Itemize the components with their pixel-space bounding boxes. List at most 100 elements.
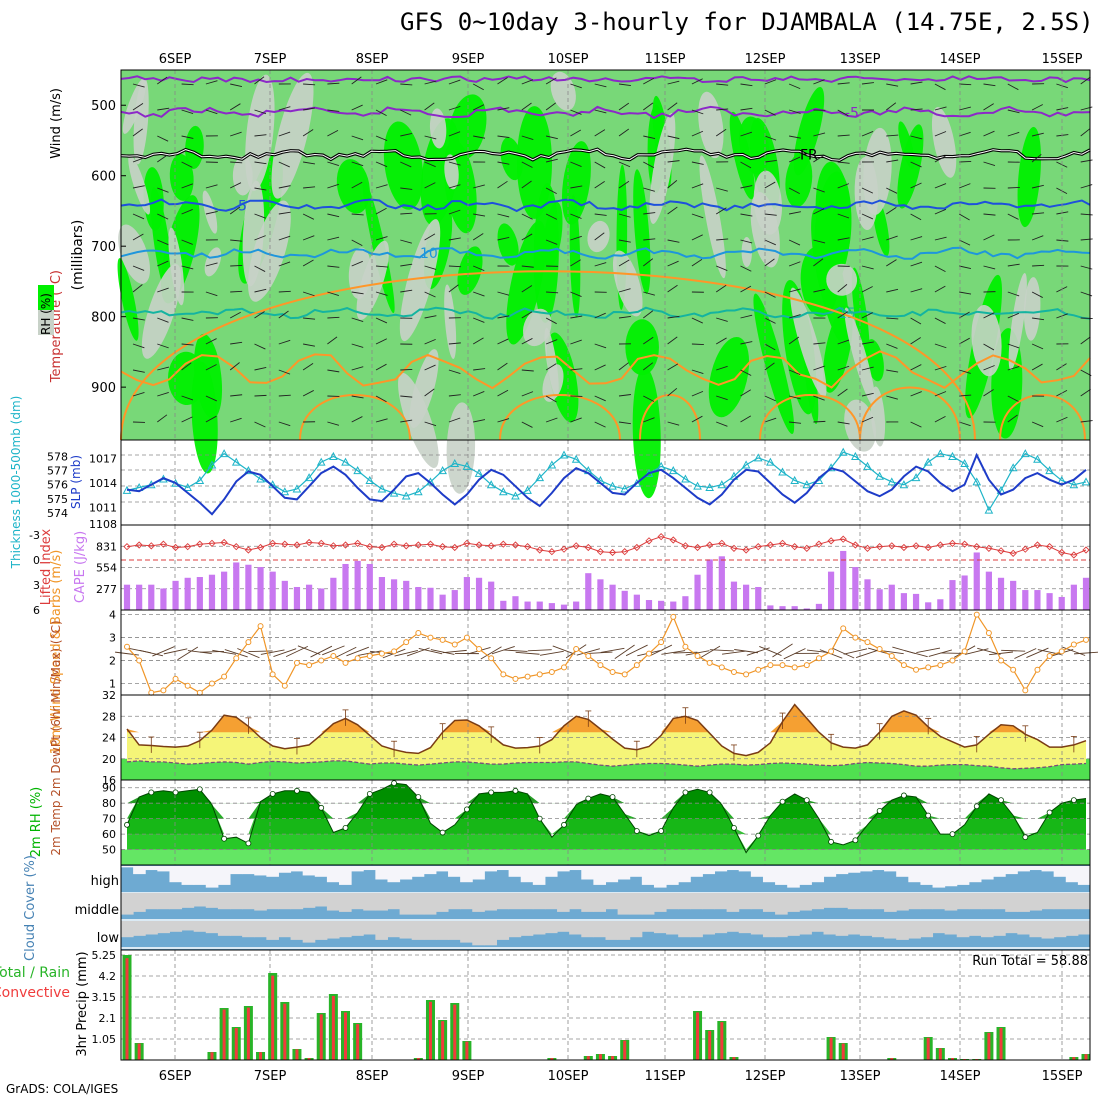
cloud-low-cell xyxy=(121,921,134,938)
cape-bar xyxy=(694,574,701,610)
temp-tick-label: 32 xyxy=(102,689,116,702)
thickness-point xyxy=(1020,449,1030,458)
precip-convective-bar xyxy=(1084,1054,1088,1060)
cloud-high-cell xyxy=(363,866,376,871)
wind-speed-point xyxy=(573,646,580,653)
rh-point xyxy=(779,798,786,805)
wind-barb xyxy=(667,363,679,371)
lifted-index-point xyxy=(730,544,738,552)
cloud-low-cell xyxy=(145,921,158,935)
rh-point xyxy=(536,815,543,822)
wind-barb xyxy=(813,208,825,215)
thickness-point xyxy=(608,481,617,490)
cloud-low-cell xyxy=(1041,921,1055,939)
wind-speed-point xyxy=(415,629,422,636)
wind-barb xyxy=(1080,317,1093,319)
wind-barb xyxy=(643,258,654,267)
rh-point xyxy=(318,804,325,811)
cloud-middle-cell xyxy=(399,893,413,915)
lifted-index-point xyxy=(621,548,629,556)
cloud-high-cell xyxy=(520,866,534,883)
wind-barb xyxy=(958,337,970,345)
wind-barb xyxy=(539,650,564,656)
isotherm-line xyxy=(120,246,1091,260)
wind-barb xyxy=(278,421,291,427)
wind-barb xyxy=(472,337,484,345)
cloud-middle-cell xyxy=(811,893,825,910)
lifted-index-point xyxy=(681,542,690,550)
cloud-middle-cell xyxy=(181,893,195,908)
wind-barb xyxy=(594,421,606,428)
wind-barb xyxy=(886,102,897,111)
wind-barb xyxy=(302,129,314,137)
wind-barb xyxy=(254,134,267,137)
wind-barb xyxy=(910,108,923,111)
wind-barb xyxy=(424,291,436,298)
date-label-top: 8SEP xyxy=(356,52,389,67)
cloud-low-cell xyxy=(242,921,255,938)
wind-barb xyxy=(181,183,193,189)
cloud-high-cell xyxy=(435,866,449,872)
wind-barb xyxy=(545,213,558,220)
wind-barb xyxy=(351,161,364,167)
wind-barb xyxy=(472,83,484,91)
wind-speed-point xyxy=(451,641,458,648)
wind-barb xyxy=(1031,363,1043,371)
wind-barb xyxy=(545,135,558,140)
cloud-low-cell xyxy=(605,921,619,940)
cloud-middle-cell xyxy=(508,893,522,910)
cape-bar xyxy=(415,586,422,610)
cape-bar xyxy=(730,581,738,610)
precip-axis-label: 3hr Precip (mm) xyxy=(75,951,90,1056)
cloud-low-cell xyxy=(399,921,413,939)
rh-point xyxy=(1046,809,1053,816)
wind-barb xyxy=(667,180,678,189)
wind-barb xyxy=(139,649,164,657)
thickness-point xyxy=(960,458,969,468)
lifted-index-point xyxy=(766,541,775,549)
wind-speed-point xyxy=(463,634,470,641)
cloud-high-cell xyxy=(339,866,352,885)
wind-barb xyxy=(886,187,898,194)
wind-barb xyxy=(424,182,436,189)
rh-dry-area xyxy=(133,78,149,165)
precip-tick-label: 3.15 xyxy=(92,991,117,1004)
wind-barb xyxy=(667,260,679,267)
wind-barb xyxy=(229,362,240,371)
cape-axis-label: CAPE (J/kg) xyxy=(73,531,88,603)
wind-speed-point xyxy=(306,662,313,669)
cloud-high-cell xyxy=(714,866,728,872)
wind-barb xyxy=(570,235,582,241)
wind-barb xyxy=(910,261,923,267)
run-total-label: Run Total = 58.88 xyxy=(972,954,1088,969)
lifted-index-point xyxy=(657,533,665,541)
wind-barb xyxy=(254,187,267,191)
precip-tick-label: 4.2 xyxy=(99,970,117,983)
date-label-top: 11SEP xyxy=(645,52,686,67)
wind-speed-point xyxy=(1046,652,1053,659)
wind-barb xyxy=(375,395,387,403)
rh-point xyxy=(269,791,276,797)
wind-barb xyxy=(837,183,850,189)
wind-barb xyxy=(910,81,923,85)
wind-barb xyxy=(740,83,753,87)
cape-bar xyxy=(463,577,470,610)
precip-tick-label: 2.1 xyxy=(99,1012,117,1025)
wind-barb xyxy=(916,647,941,653)
precip-convective-bar xyxy=(246,1007,250,1060)
thickness-point xyxy=(498,487,508,496)
cape-bar xyxy=(524,601,531,610)
rh-point xyxy=(998,797,1004,803)
thickness-tick-label: 574 xyxy=(47,507,68,520)
lifted-index-point xyxy=(948,539,957,547)
slp-line xyxy=(126,452,1087,516)
wind-barb xyxy=(229,103,241,111)
cloud-middle-cell xyxy=(871,893,885,910)
wind-barb xyxy=(400,395,413,398)
cloud-low-cell xyxy=(835,921,849,936)
thickness-point xyxy=(717,480,727,489)
cloud-axis-label: Cloud Cover (%) xyxy=(23,855,38,961)
wind-barb xyxy=(230,182,242,189)
wind-barb xyxy=(618,128,630,137)
wind-barb xyxy=(837,161,850,164)
